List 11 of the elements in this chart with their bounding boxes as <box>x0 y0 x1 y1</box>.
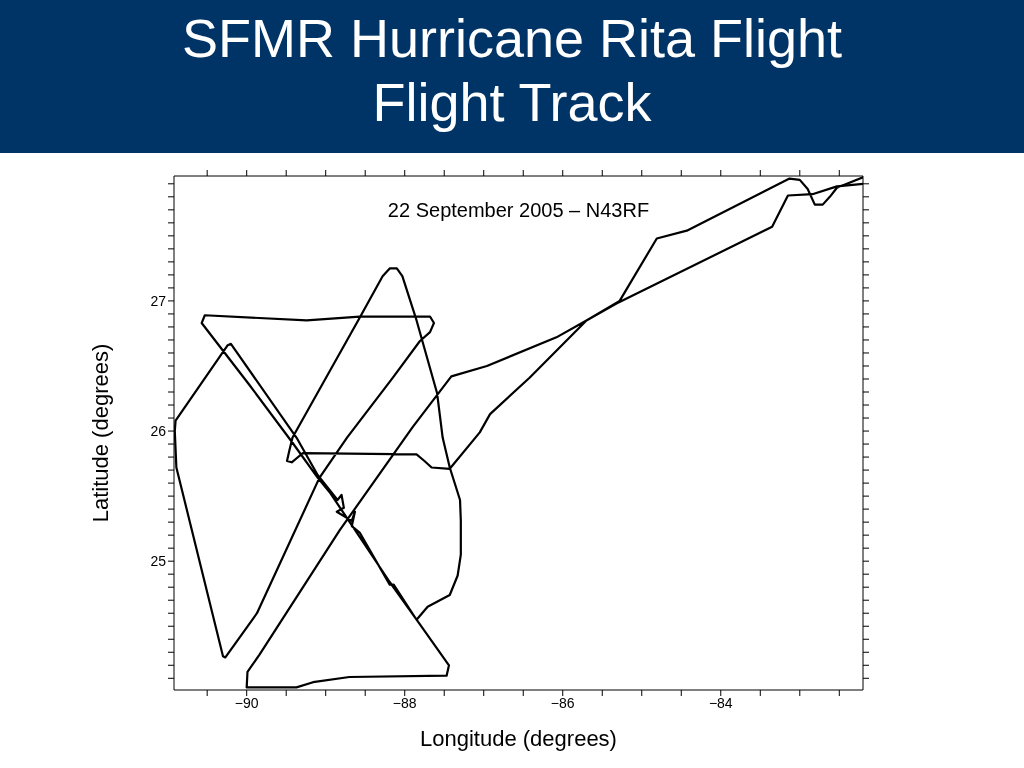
x-tick-label: −88 <box>392 694 417 711</box>
x-tick-label: −84 <box>708 694 733 711</box>
y-tick-label: 25 <box>150 553 167 570</box>
y-tick-label: 26 <box>150 423 167 440</box>
x-tick-label: −86 <box>550 694 575 711</box>
x-tick-label: −90 <box>234 694 259 711</box>
y-axis-title: Latitude (degrees) <box>87 343 113 523</box>
y-tick-label: 27 <box>150 292 167 309</box>
x-axis-title: Longitude (degrees) <box>420 726 617 751</box>
chart-title: SFMR Hurricane Rita Flight Flight Track <box>180 7 844 134</box>
annotation: 22 September 2005 – N43RF <box>386 199 651 222</box>
